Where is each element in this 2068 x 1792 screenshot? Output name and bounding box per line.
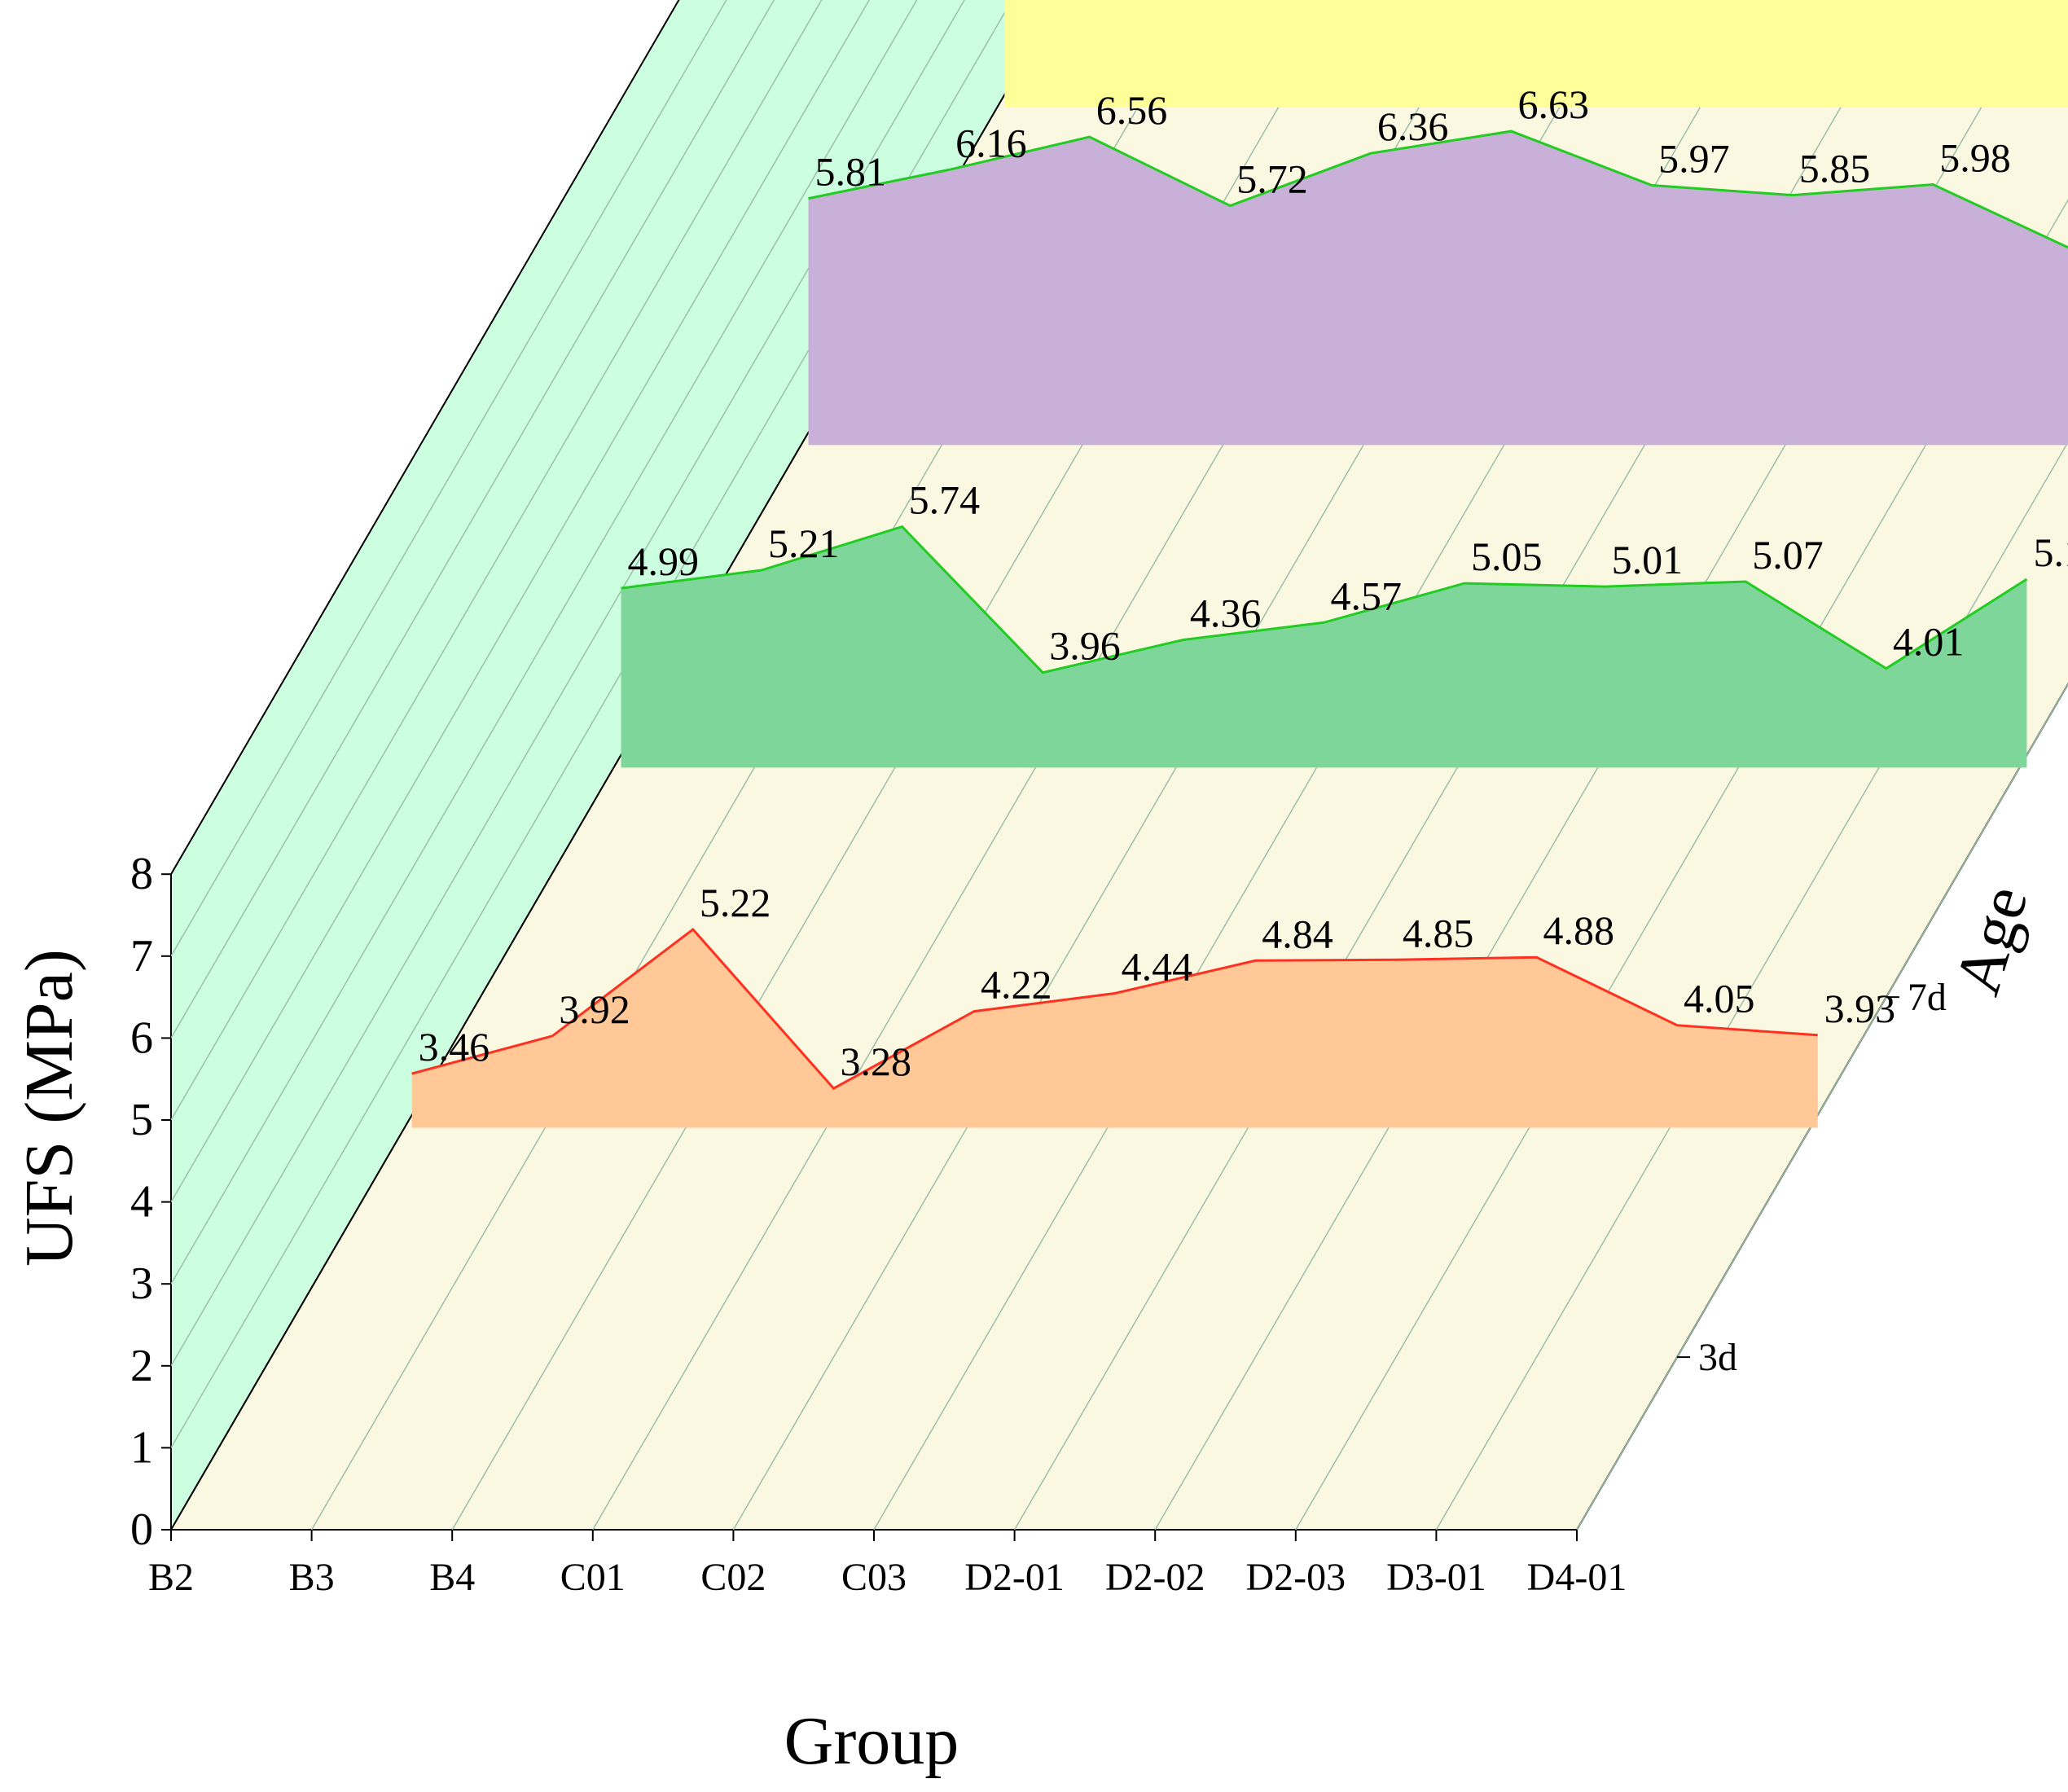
data-label: 5.85 [1799,146,1871,191]
x-tick-label: D2-03 [1245,1556,1346,1599]
series-line-14d [808,130,2068,249]
age-tick-label: 3d [1698,1336,1737,1379]
gridline [170,0,1013,1448]
data-label: 4.99 [627,538,699,584]
series-areas [411,0,2068,1128]
series-line-7d [621,525,2028,674]
gridline [1576,683,2068,1531]
data-label: 4.36 [1190,590,1262,635]
x-tick-label: D2-02 [1105,1556,1205,1599]
data-label: 5.1 [2033,529,2068,575]
data-label: 5.72 [1236,156,1308,202]
y-tick-label: 8 [130,849,153,899]
x-tick-label: D3-01 [1386,1556,1486,1599]
y-tick-label: 4 [130,1177,153,1228]
data-label: 3.96 [1049,623,1121,669]
data-label: 5.21 [768,520,840,566]
y-tick-label: 0 [130,1504,153,1555]
data-label: 3.46 [419,1024,490,1069]
x-axis-title: Group [784,1703,959,1779]
gridline [170,0,775,1039]
data-label: 6.56 [1096,87,1168,133]
x-tick-label: D4-01 [1527,1556,1627,1599]
gridline [170,0,823,1121]
data-label: 6.16 [955,120,1027,165]
gridline [170,0,965,1367]
series-area-14d [808,131,2068,446]
data-label: 3.93 [1824,986,1896,1031]
data-label: 5.22 [700,880,771,925]
data-label: 5.74 [909,477,981,523]
y-tick-label: 2 [130,1341,153,1391]
series-area-7d [621,526,2027,768]
data-label: 4.84 [1262,911,1333,956]
data-label: 6.63 [1518,81,1590,127]
data-labels: 7.087.217.846.727.197.587.17.117.247.017… [419,81,2068,1084]
y-tick-label: 1 [130,1422,153,1473]
x-tick-label: B4 [429,1556,475,1599]
x-tick-label: C02 [700,1556,766,1599]
y-tick-label: 5 [130,1095,153,1145]
data-label: 5.97 [1658,135,1730,181]
x-tick-label: D2-01 [964,1556,1065,1599]
data-label: 4.85 [1403,910,1474,955]
z-axis-title: Age [1942,878,2042,1003]
x-tick-label: B2 [148,1556,194,1599]
series-area-28d [1004,0,2068,108]
x-tick-label: C01 [560,1556,626,1599]
series-line-3d [411,927,1818,1091]
data-label: 5.98 [1939,134,2011,180]
data-label: 4.01 [1893,619,1965,665]
x-tick-label: C03 [841,1556,907,1599]
data-label: 5.05 [1471,534,1543,579]
data-label: 4.44 [1122,944,1193,990]
series-area-3d [411,929,1818,1128]
data-label: 4.88 [1543,907,1614,953]
y-tick-label: 3 [130,1258,153,1309]
data-label: 5.07 [1752,532,1824,578]
data-label: 5.81 [815,149,887,195]
y-tick-label: 6 [130,1012,153,1063]
data-label: 4.22 [981,962,1052,1008]
data-label: 6.36 [1377,103,1449,149]
y-axis-title: UFS (MPa) [11,949,87,1267]
x-tick-label: B3 [289,1556,335,1599]
data-label: 3.92 [559,986,630,1032]
data-label: 5.01 [1612,537,1683,582]
age-tick-label: 7d [1908,976,1947,1019]
gridline [170,0,918,1285]
data-label: 3.28 [840,1039,911,1084]
axes: 0 1 2 3 4 5 6 7 8 B2 B3 B4 C01 C02 C03 D2-01 D2-02 D2-03 D… [130,849,1947,1599]
data-label: 4.57 [1330,573,1402,618]
gridline [170,0,727,957]
gridline [170,0,871,1202]
data-label: 4.05 [1684,976,1755,1021]
y-tick-label: 7 [130,931,153,982]
